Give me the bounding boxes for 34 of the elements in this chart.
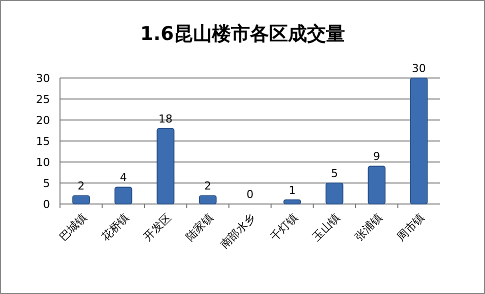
x-tick-label: 开发区 (141, 210, 174, 244)
data-label: 2 (78, 180, 85, 193)
x-tick-label: 玉山镇 (310, 210, 343, 244)
y-tick-label: 25 (36, 93, 50, 106)
data-label: 30 (412, 62, 426, 75)
bar (156, 128, 174, 204)
bar (283, 199, 302, 204)
y-tick-label: 20 (36, 114, 50, 127)
data-label: 0 (246, 188, 254, 201)
y-tick-label: 30 (36, 72, 50, 85)
data-label: 1 (288, 184, 296, 197)
y-tick-label: 10 (36, 156, 50, 169)
x-tick-label: 南部水乡 (218, 210, 258, 252)
x-tick-label: 张浦镇 (352, 210, 385, 244)
bar (410, 78, 428, 204)
data-label: 9 (373, 150, 380, 164)
y-tick-label: 15 (36, 135, 50, 148)
x-tick-label: 花桥镇 (98, 210, 132, 244)
x-tick-label: 周市镇 (394, 210, 428, 244)
data-label: 5 (330, 167, 338, 180)
bar (198, 195, 217, 204)
bar (368, 166, 386, 204)
x-tick-label: 巴城镇 (56, 210, 90, 244)
bar (326, 182, 344, 204)
chart-title: 1.6昆山楼市各区成交量 (140, 23, 345, 45)
data-label: 18 (158, 112, 173, 126)
bar (72, 195, 90, 204)
data-label: 2 (204, 180, 212, 193)
data-label: 4 (120, 171, 127, 184)
bar (114, 186, 132, 204)
x-tick-label: 千灯镇 (268, 210, 300, 244)
x-tick-label: 陆家镇 (183, 210, 216, 244)
y-tick-label: 5 (43, 177, 50, 190)
y-tick-label: 0 (43, 198, 50, 211)
